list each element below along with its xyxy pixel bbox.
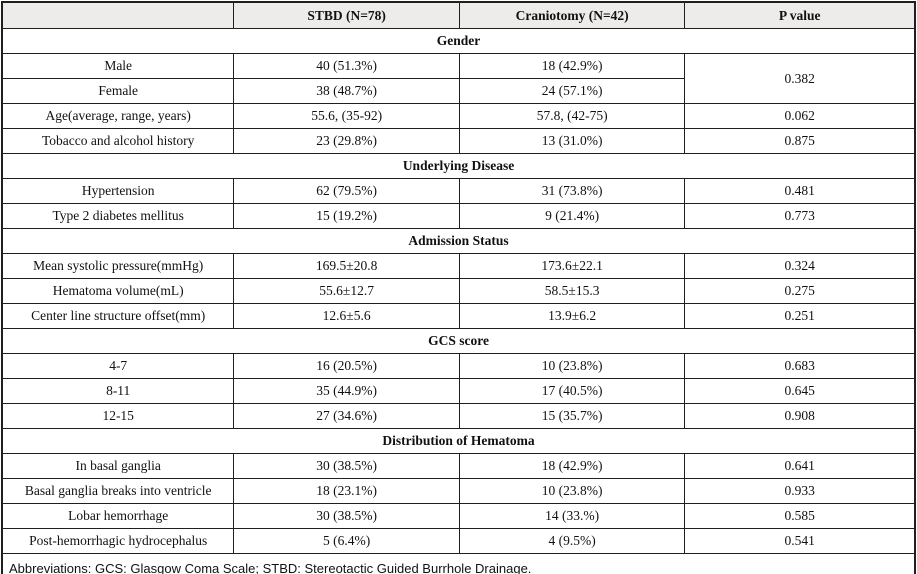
- craniotomy-value-cell: 13 (31.0%): [458, 128, 686, 154]
- stbd-value-cell: 23 (29.8%): [233, 128, 460, 154]
- row-label-cell: Type 2 diabetes mellitus: [1, 203, 235, 229]
- stbd-value-cell: 40 (51.3%): [233, 53, 460, 79]
- pvalue-cell: 0.062: [684, 103, 916, 129]
- craniotomy-value-cell: 173.6±22.1: [458, 253, 686, 279]
- row-label-cell: 8-11: [1, 378, 235, 404]
- pvalue-cell: 0.933: [684, 478, 916, 504]
- data-row: Female 38 (48.7%) 24 (57.1%): [1, 78, 915, 104]
- stbd-value-cell: 38 (48.7%): [233, 78, 460, 104]
- pvalue-cell: 0.481: [684, 178, 916, 204]
- row-label-cell: Lobar hemorrhage: [1, 503, 235, 529]
- table-body: Gender Male 40 (51.3%) 18 (42.9%) 0.382 Femal…: [1, 28, 916, 574]
- stbd-value-cell: 18 (23.1%): [233, 478, 460, 504]
- section-title: Distribution of Hematoma: [1, 428, 916, 454]
- craniotomy-value-cell: 10 (23.8%): [458, 353, 686, 379]
- stbd-value-cell: 169.5±20.8: [233, 253, 460, 279]
- section-title: Gender: [1, 28, 916, 54]
- section-title: Admission Status: [1, 228, 916, 254]
- pvalue-cell: 0.875: [684, 128, 916, 154]
- data-row: Age(average, range, years) 55.6, (35-92) 5…: [1, 103, 916, 129]
- stbd-value-cell: 5 (6.4%): [233, 528, 460, 554]
- craniotomy-value-cell: 24 (57.1%): [458, 78, 686, 104]
- data-row: Hematoma volume(mL) 55.6±12.7 58.5±15.3 0.2…: [1, 278, 916, 304]
- data-row: Center line structure offset(mm) 12.6±5.6…: [1, 303, 916, 329]
- section-header-row: Underlying Disease: [1, 153, 916, 179]
- row-label-cell: Tobacco and alcohol history: [1, 128, 235, 154]
- section-header-row: Distribution of Hematoma: [1, 428, 916, 454]
- row-label-cell: Mean systolic pressure(mmHg): [1, 253, 235, 279]
- row-label-cell: Post-hemorrhagic hydrocephalus: [1, 528, 235, 554]
- craniotomy-value-cell: 17 (40.5%): [458, 378, 686, 404]
- craniotomy-value-cell: 18 (42.9%): [458, 453, 686, 479]
- section-header-row: Admission Status: [1, 228, 916, 254]
- data-row: Mean systolic pressure(mmHg) 169.5±20.8 17…: [1, 253, 916, 279]
- data-row: 4-7 16 (20.5%) 10 (23.8%) 0.683: [1, 353, 916, 379]
- pvalue-cell: 0.908: [684, 403, 916, 429]
- data-row: Male 40 (51.3%) 18 (42.9%) 0.382: [1, 53, 916, 104]
- stbd-value-cell: 55.6, (35-92): [233, 103, 460, 129]
- pvalue-cell: 0.382: [684, 53, 916, 104]
- row-label-cell: Basal ganglia breaks into ventricle: [1, 478, 235, 504]
- stbd-value-cell: 35 (44.9%): [233, 378, 460, 404]
- craniotomy-value-cell: 13.9±6.2: [458, 303, 686, 329]
- stbd-column-header: STBD (N=78): [233, 1, 460, 29]
- data-row: Tobacco and alcohol history 23 (29.8%) 13 …: [1, 128, 916, 154]
- pvalue-cell: 0.585: [684, 503, 916, 529]
- row-label-cell: Hypertension: [1, 178, 235, 204]
- pvalue-cell: 0.641: [684, 453, 916, 479]
- data-row: Hypertension 62 (79.5%) 31 (73.8%) 0.481: [1, 178, 916, 204]
- row-label-cell: Hematoma volume(mL): [1, 278, 235, 304]
- craniotomy-value-cell: 57.8, (42-75): [458, 103, 686, 129]
- section-header-row: Gender: [1, 28, 916, 54]
- stbd-value-cell: 27 (34.6%): [233, 403, 460, 429]
- row-label-cell: 12-15: [1, 403, 235, 429]
- stbd-value-cell: 30 (38.5%): [233, 503, 460, 529]
- craniotomy-column-header: Craniotomy (N=42): [458, 1, 686, 29]
- data-row: Post-hemorrhagic hydrocephalus 5 (6.4%) 4 …: [1, 528, 916, 554]
- pvalue-cell: 0.645: [684, 378, 916, 404]
- craniotomy-value-cell: 31 (73.8%): [458, 178, 686, 204]
- section-title: GCS score: [1, 328, 916, 354]
- stbd-value-cell: 12.6±5.6: [233, 303, 460, 329]
- pvalue-column-header: P value: [684, 1, 916, 29]
- data-row: Basal ganglia breaks into ventricle 18 (2…: [1, 478, 916, 504]
- row-label-cell: Center line structure offset(mm): [1, 303, 235, 329]
- footnote-row: Abbreviations: GCS: Glasgow Coma Scale; …: [1, 553, 916, 574]
- craniotomy-value-cell: 18 (42.9%): [458, 53, 686, 79]
- craniotomy-value-cell: 14 (33.%): [458, 503, 686, 529]
- pvalue-cell: 0.773: [684, 203, 916, 229]
- stbd-value-cell: 16 (20.5%): [233, 353, 460, 379]
- row-label-cell: In basal ganglia: [1, 453, 235, 479]
- pvalue-cell: 0.324: [684, 253, 916, 279]
- data-row: 8-11 35 (44.9%) 17 (40.5%) 0.645: [1, 378, 916, 404]
- data-row: Type 2 diabetes mellitus 15 (19.2%) 9 (21.…: [1, 203, 916, 229]
- row-label-cell: 4-7: [1, 353, 235, 379]
- craniotomy-value-cell: 58.5±15.3: [458, 278, 686, 304]
- pvalue-cell: 0.251: [684, 303, 916, 329]
- pvalue-cell: 0.683: [684, 353, 916, 379]
- row-label-cell: Male: [1, 53, 235, 79]
- stbd-value-cell: 15 (19.2%): [233, 203, 460, 229]
- craniotomy-value-cell: 15 (35.7%): [458, 403, 686, 429]
- section-header-row: GCS score: [1, 328, 916, 354]
- column-header-row: STBD (N=78) Craniotomy (N=42) P value: [1, 1, 916, 29]
- row-category-header: [1, 1, 235, 29]
- section-title: Underlying Disease: [1, 153, 916, 179]
- craniotomy-value-cell: 9 (21.4%): [458, 203, 686, 229]
- stbd-value-cell: 55.6±12.7: [233, 278, 460, 304]
- abbreviations-note: Abbreviations: GCS: Glasgow Coma Scale; …: [1, 553, 916, 574]
- stbd-value-cell: 62 (79.5%): [233, 178, 460, 204]
- craniotomy-value-cell: 10 (23.8%): [458, 478, 686, 504]
- pvalue-cell: 0.541: [684, 528, 916, 554]
- data-row: In basal ganglia 30 (38.5%) 18 (42.9%) 0.64…: [1, 453, 916, 479]
- data-row: Lobar hemorrhage 30 (38.5%) 14 (33.%) 0.585: [1, 503, 916, 529]
- row-label-cell: Age(average, range, years): [1, 103, 235, 129]
- pvalue-cell: 0.275: [684, 278, 916, 304]
- row-label-cell: Female: [1, 78, 235, 104]
- craniotomy-value-cell: 4 (9.5%): [458, 528, 686, 554]
- stbd-value-cell: 30 (38.5%): [233, 453, 460, 479]
- data-row: 12-15 27 (34.6%) 15 (35.7%) 0.908: [1, 403, 916, 429]
